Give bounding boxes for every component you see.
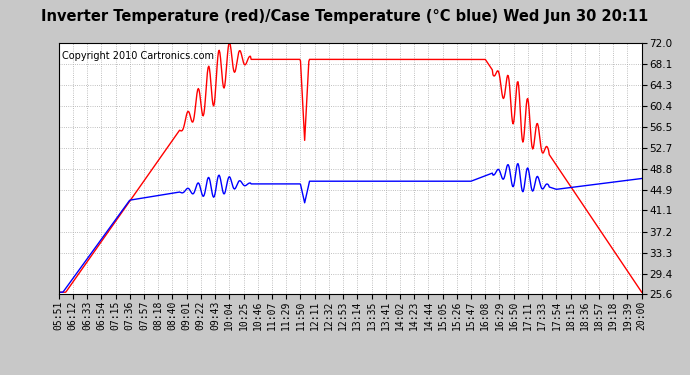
Text: Inverter Temperature (red)/Case Temperature (°C blue) Wed Jun 30 20:11: Inverter Temperature (red)/Case Temperat… xyxy=(41,9,649,24)
Text: Copyright 2010 Cartronics.com: Copyright 2010 Cartronics.com xyxy=(61,51,214,61)
